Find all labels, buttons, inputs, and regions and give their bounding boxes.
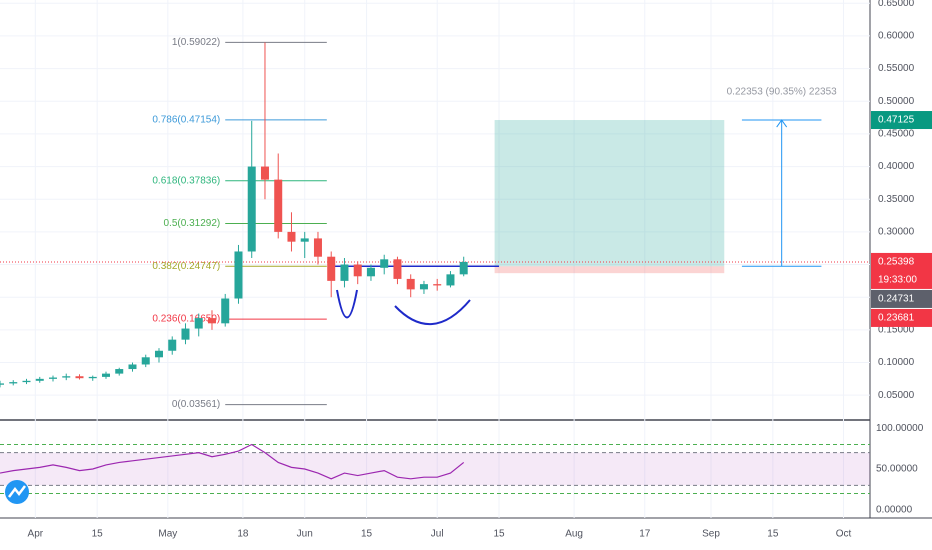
candle-body [380,259,389,268]
candle-body [327,256,336,281]
x-tick-label: May [158,529,177,540]
candle-body [353,264,362,277]
x-tick-label: 18 [237,529,249,540]
x-tick-label: Apr [28,529,44,540]
countdown: 19:33:00 [878,275,917,286]
y-tick-label: 0.40000 [878,161,915,172]
candle-body [287,231,296,242]
candle-body [313,238,322,257]
y-tick-label: 0.10000 [878,357,915,368]
x-tick-label: 15 [767,529,779,540]
candle-body [393,259,402,279]
y2-tick-label: 0.00000 [876,504,913,515]
candle-body [247,166,256,252]
price-label: 0.25398 [878,257,915,268]
x-tick-label: Aug [565,529,583,540]
rsi-line [0,443,465,480]
fib-label: 1(0.59022) [172,37,220,48]
candle-body [446,274,455,286]
y-tick-label: 0.60000 [878,31,915,42]
y-tick-label: 0.50000 [878,96,915,107]
measure-arrow [776,119,788,128]
candle-body [406,278,415,290]
x-tick-label: 15 [493,529,505,540]
candle-body [141,357,150,365]
candle-body [260,166,269,180]
candle-body [62,376,71,378]
cup-bowl [394,299,471,326]
y2-tick-label: 100.00000 [876,423,924,434]
candle-body [194,318,203,329]
candle-body [88,376,97,379]
candle-body [433,284,442,286]
y-tick-label: 0.45000 [878,129,915,140]
candle-body [168,339,177,351]
candle-body [0,383,4,385]
price-label: 0.23681 [878,313,915,324]
measure-label: 0.22353 (90.35%) 22353 [727,87,838,98]
fib-label: 0.5(0.31292) [164,218,221,229]
candle-body [22,380,31,383]
x-tick-label: Sep [702,529,720,540]
price-label: 0.47125 [878,115,915,126]
fib-label: 0.382(0.24747) [152,261,220,272]
stop-zone [494,266,725,274]
candle-body [154,350,163,358]
candle-body [366,267,375,277]
price-label: 0.24731 [878,294,915,305]
candle-body [274,179,283,232]
candle-body [459,261,468,275]
candle-body [75,376,84,379]
y-tick-label: 0.55000 [878,63,915,74]
candle-body [48,377,57,379]
candle-body [35,378,44,381]
candle-body [115,369,124,374]
x-tick-label: Oct [836,529,852,540]
x-tick-label: 15 [361,529,373,540]
candle-body [181,328,190,340]
candle-body [300,238,309,242]
x-tick-label: 15 [92,529,104,540]
rsi-band [0,452,870,486]
price-label-box [871,111,932,130]
candle-body [340,264,349,281]
price-label-box [871,289,932,308]
fib-label: 0.618(0.37836) [152,175,220,186]
candle-body [128,364,137,370]
candle-body [419,284,428,290]
y-tick-label: 0.15000 [878,325,915,336]
fib-label: 0(0.03561) [172,399,220,410]
price-label-box [871,252,932,289]
candle-body [207,318,216,324]
x-tick-label: Jun [297,529,313,540]
target-zone [494,120,725,267]
fib-label: 0.236(0.16650) [152,314,220,325]
y-tick-label: 0.05000 [878,390,915,401]
y-tick-label: 0.35000 [878,194,915,205]
y2-tick-label: 50.00000 [876,464,918,475]
cup-left [336,289,358,319]
x-tick-label: 17 [639,529,651,540]
price-label-box [871,308,932,327]
candle-body [101,373,110,377]
candle-body [234,251,243,299]
y-tick-label: 0.65000 [878,0,915,9]
logo-mark [8,485,26,498]
y-tick-label: 0.30000 [878,227,915,238]
candle-body [9,382,18,384]
candle-body [221,298,230,324]
x-tick-label: Jul [431,529,444,540]
fib-label: 0.786(0.47154) [152,114,220,125]
